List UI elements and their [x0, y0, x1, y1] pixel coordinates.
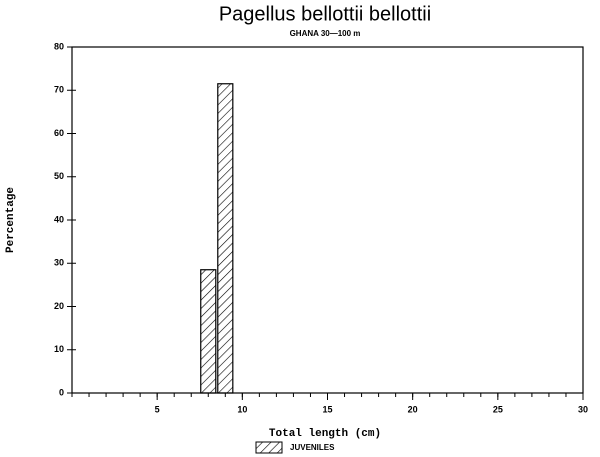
y-tick-label: 20 — [54, 301, 64, 311]
y-tick-label: 60 — [54, 128, 64, 138]
y-tick-label: 0 — [59, 387, 64, 397]
chart-subtitle: GHANA 30—100 m — [290, 29, 361, 38]
y-tick-label: 70 — [54, 85, 64, 95]
x-axis-label: Total length (cm) — [269, 428, 381, 440]
y-tick-label: 50 — [54, 171, 64, 181]
bar — [200, 269, 217, 394]
chart-title: Pagellus bellottii bellottii — [219, 3, 431, 25]
x-tick-label: 10 — [237, 404, 247, 414]
y-tick-label: 30 — [54, 258, 64, 268]
x-tick-label: 5 — [155, 404, 160, 414]
y-tick-label: 80 — [54, 41, 64, 51]
legend-swatch — [255, 441, 283, 454]
y-tick-label: 40 — [54, 214, 64, 224]
plot-frame — [71, 46, 584, 394]
y-tick-label: 10 — [54, 344, 64, 354]
x-tick-label: 20 — [408, 404, 418, 414]
bar — [217, 83, 234, 394]
legend-label: JUVENILES — [290, 443, 335, 452]
x-tick-label: 15 — [322, 404, 332, 414]
x-tick-label: 25 — [493, 404, 503, 414]
y-axis-label: Percentage — [5, 187, 17, 253]
x-tick-label: 30 — [578, 404, 588, 414]
